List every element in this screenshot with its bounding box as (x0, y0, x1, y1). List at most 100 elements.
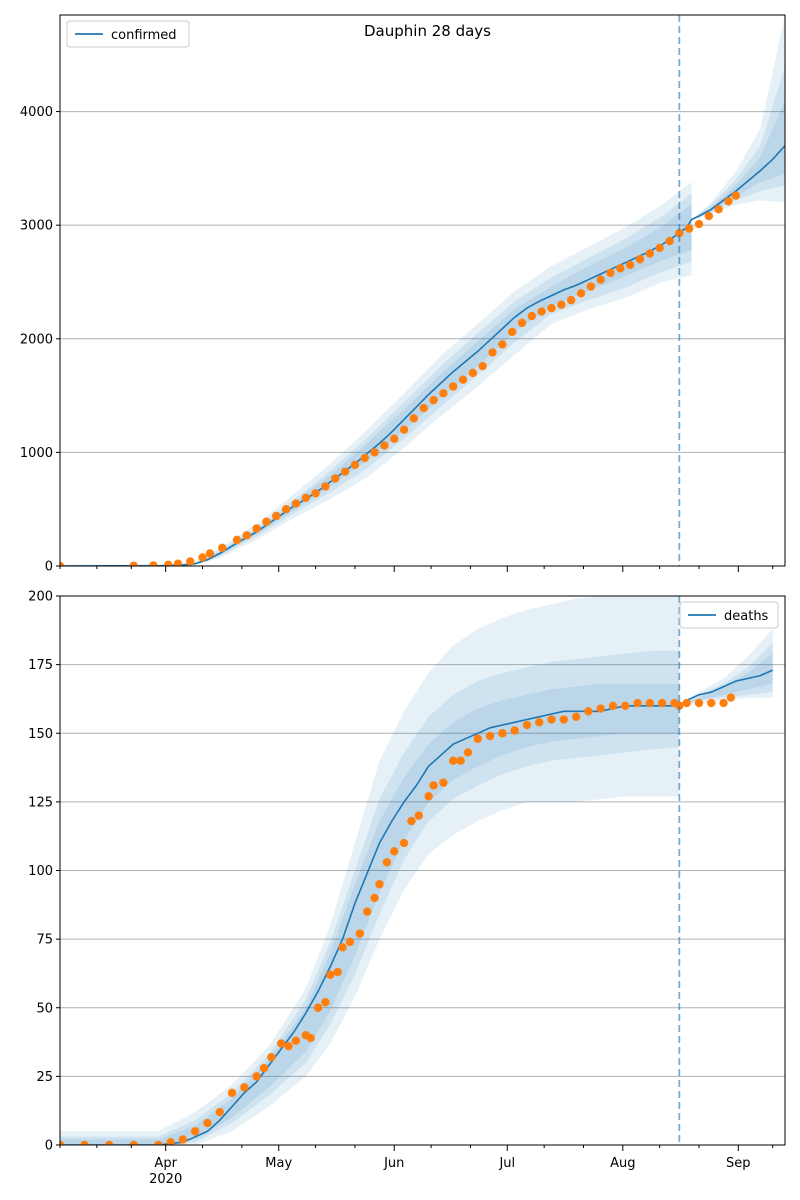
data-point (625, 260, 635, 270)
data-point (154, 1140, 163, 1145)
y-tick-label: 4000 (20, 105, 53, 120)
data-point (198, 553, 207, 562)
uncertainty-band (691, 66, 785, 220)
uncertainty-band (679, 642, 773, 706)
data-point (468, 368, 478, 378)
data-point (382, 858, 392, 867)
legend: confirmed (66, 20, 190, 48)
data-point (414, 811, 424, 820)
data-point (218, 543, 227, 553)
data-point (458, 375, 468, 384)
data-point (449, 756, 458, 765)
x-tick-label: May (265, 1156, 292, 1171)
data-point (360, 453, 369, 463)
x-tick-label: Apr (154, 1156, 177, 1171)
data-point (370, 448, 379, 457)
data-point (178, 1135, 188, 1144)
data-point (547, 715, 556, 724)
data-point (498, 340, 507, 349)
data-point (291, 499, 301, 508)
data-point (262, 517, 271, 526)
y-tick-label: 2000 (20, 332, 53, 347)
data-point (242, 531, 251, 540)
data-point (707, 698, 716, 708)
y-tick-label: 1000 (20, 446, 53, 461)
data-point (355, 929, 365, 938)
data-point (576, 289, 586, 298)
data-point (522, 720, 532, 730)
data-point (232, 535, 242, 545)
series-line-deaths (60, 669, 774, 1145)
data-point (616, 264, 625, 273)
data-point (252, 1072, 261, 1081)
data-point (259, 1063, 269, 1073)
data-point (571, 712, 581, 721)
y-tick-label: 125 (28, 795, 53, 810)
data-point (129, 1140, 138, 1145)
uncertainty-band (60, 650, 680, 1145)
data-point (60, 561, 65, 566)
data-point (203, 1118, 212, 1128)
data-point (675, 701, 684, 710)
data-point (439, 778, 448, 787)
data-point (655, 243, 664, 253)
data-point (267, 1052, 276, 1062)
data-point (439, 389, 448, 398)
data-point (173, 559, 183, 566)
data-point (645, 698, 655, 708)
data-point (517, 318, 527, 328)
data-point (321, 998, 330, 1007)
y-tick-label: 175 (28, 658, 53, 673)
uncertainty-band (60, 182, 692, 566)
legend-label: deaths (724, 609, 769, 624)
data-point (326, 970, 335, 980)
data-point (645, 249, 655, 258)
data-point (478, 361, 487, 371)
data-point (333, 967, 342, 977)
data-point (291, 1036, 301, 1045)
data-point (60, 1140, 65, 1145)
data-point (586, 282, 596, 291)
data-point (399, 425, 409, 434)
legend-box (679, 601, 779, 629)
data-point (424, 792, 433, 801)
data-point (608, 701, 618, 710)
data-point (375, 880, 384, 889)
data-point (215, 1107, 224, 1117)
data-point (485, 731, 495, 741)
y-tick-label: 0 (45, 1139, 53, 1154)
confirmed-panel: 0 1000 2000 3000 4000 Dauphin 28 days confirme… (20, 14, 786, 575)
data-point (682, 698, 691, 708)
data-point (240, 1083, 249, 1092)
x-tick-label: Jun (383, 1156, 404, 1171)
data-point (726, 693, 736, 702)
data-point (407, 816, 416, 826)
data-point (390, 434, 399, 443)
y-tick-label: 100 (28, 864, 53, 879)
data-point (449, 382, 458, 391)
data-point (527, 311, 537, 321)
data-point (596, 704, 605, 713)
data-point (508, 327, 517, 337)
data-point (635, 255, 645, 264)
data-point (731, 191, 741, 200)
data-point (276, 1039, 286, 1048)
data-point (306, 1033, 315, 1043)
uncertainty-band (60, 596, 680, 1145)
legend-label: confirmed (111, 28, 177, 43)
data-point (129, 561, 138, 566)
data-point (370, 893, 379, 903)
data-point (409, 414, 419, 423)
data-point (557, 300, 566, 309)
data-point (331, 474, 340, 483)
data-point (535, 718, 544, 727)
deaths-panel: 0 25 50 75 100 125 150 175 200 Apr May Jun Jul Aug Sep… (28, 590, 786, 1187)
data-point (566, 295, 576, 305)
data-point (714, 205, 723, 214)
data-point (163, 560, 173, 566)
data-point (657, 698, 667, 708)
data-point (694, 219, 704, 229)
data-point (380, 441, 389, 450)
data-point (227, 1088, 237, 1098)
